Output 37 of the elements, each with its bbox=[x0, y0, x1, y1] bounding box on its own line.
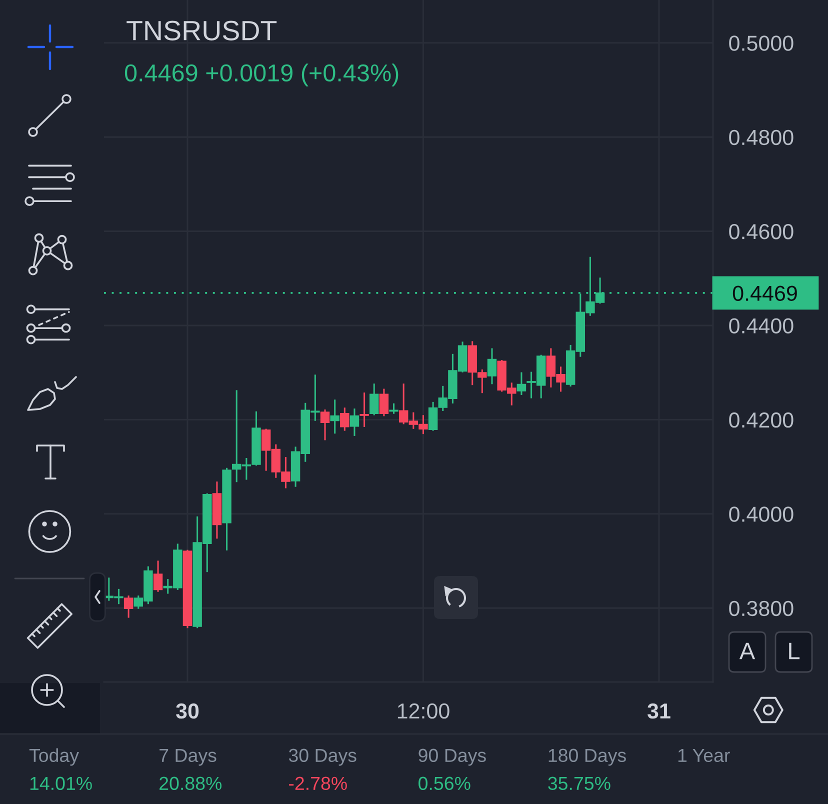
text: 90 Days bbox=[418, 748, 486, 766]
candlestick bbox=[370, 384, 379, 416]
candlestick bbox=[350, 408, 360, 436]
y-tick-label: 0.4600 bbox=[729, 224, 794, 240]
text: L bbox=[789, 642, 800, 660]
text: TNSRUSDT bbox=[126, 20, 277, 40]
text: 35.75% bbox=[548, 776, 610, 790]
text: 14.01% bbox=[30, 776, 92, 790]
x-tick-label: 30 bbox=[176, 703, 199, 719]
text: A bbox=[739, 642, 756, 660]
candlestick bbox=[379, 388, 389, 416]
y-tick-label: 0.4200 bbox=[729, 412, 794, 428]
ref-line-label: 0.4469 bbox=[732, 286, 797, 301]
text: 30 Days bbox=[288, 748, 356, 766]
y-tick-label: 0.4800 bbox=[729, 130, 794, 146]
candlestick bbox=[360, 392, 369, 428]
y-tick-label: 0.5000 bbox=[729, 36, 794, 51]
candlestick bbox=[487, 348, 497, 384]
x-tick-label: 12:00 bbox=[398, 703, 450, 719]
candlestick bbox=[330, 400, 340, 434]
candlestick bbox=[516, 372, 526, 395]
candlestick bbox=[320, 409, 330, 440]
text: Today bbox=[29, 748, 79, 766]
y-tick-label: 0.3800 bbox=[729, 600, 794, 616]
text: 180 Days bbox=[548, 748, 626, 766]
text: 20.88% bbox=[160, 776, 222, 790]
candlestick bbox=[124, 596, 134, 618]
y-tick-label: 0.4000 bbox=[729, 506, 794, 522]
x-tick-label: 31 bbox=[648, 703, 670, 719]
candlestick bbox=[340, 408, 350, 431]
text: 7 Days bbox=[160, 748, 216, 766]
text: -2.78% bbox=[289, 776, 347, 790]
text: 1 Year bbox=[678, 748, 730, 762]
y-tick-label: 0.4400 bbox=[729, 318, 794, 334]
text: 0.4469 +0.0019 (+0.43%) bbox=[124, 64, 398, 86]
text: 0.56% bbox=[418, 776, 470, 790]
candlestick bbox=[153, 560, 163, 592]
